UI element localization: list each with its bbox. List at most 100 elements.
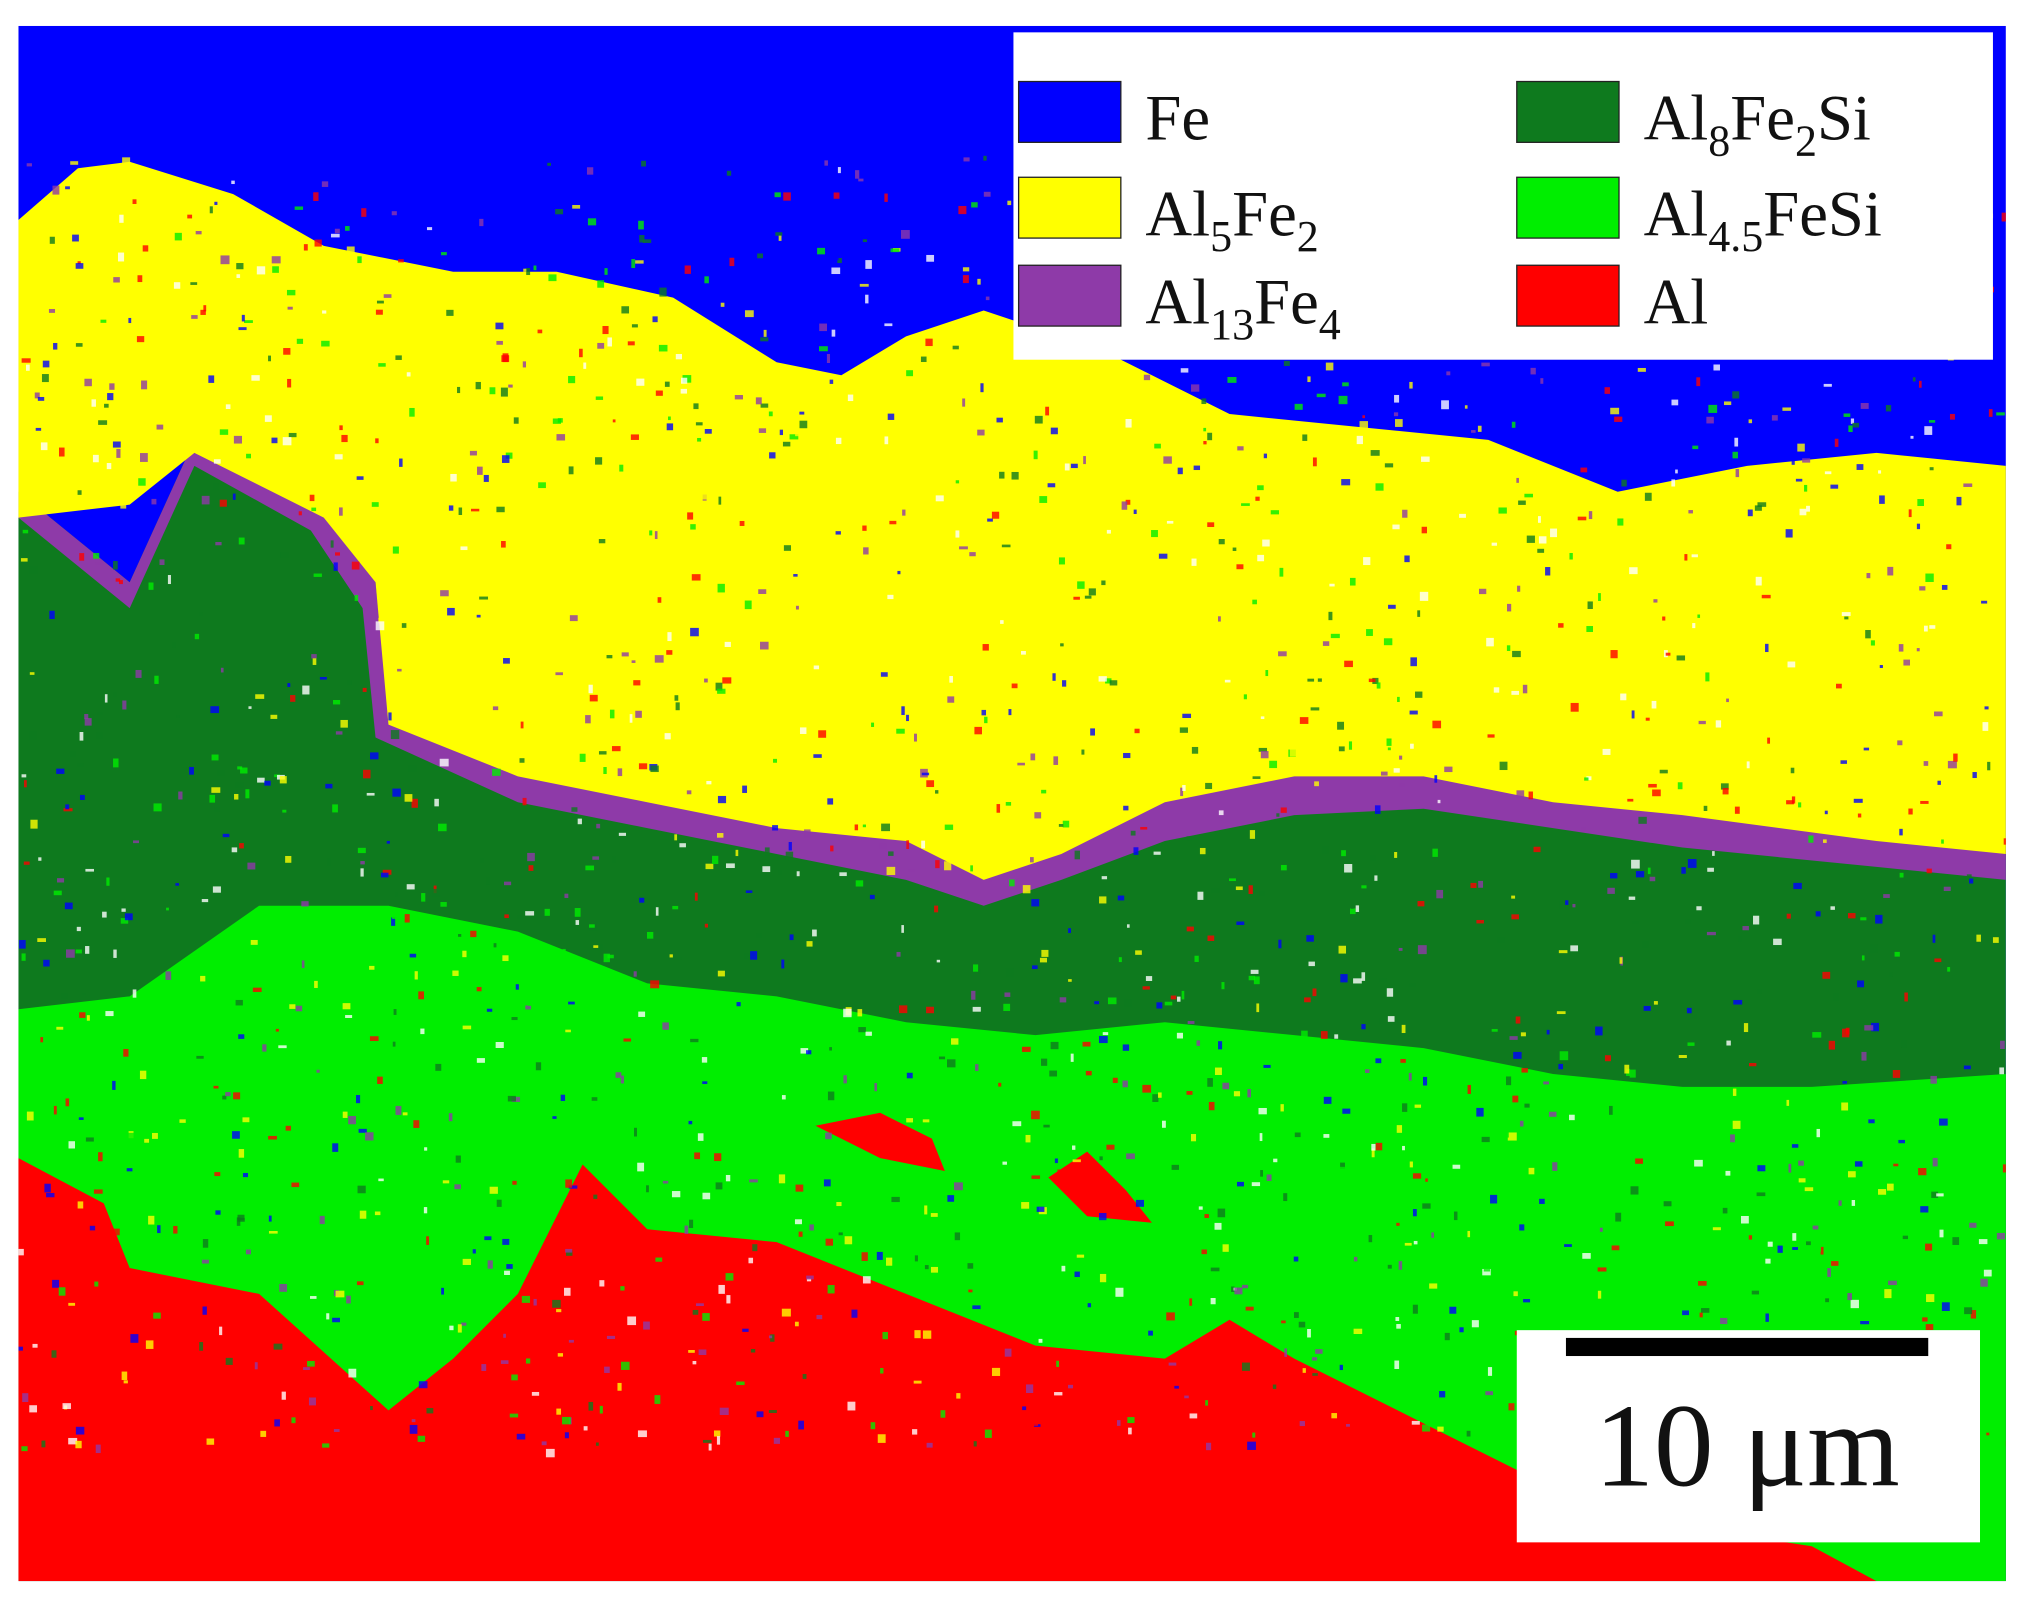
- speckle-dot: [552, 418, 561, 424]
- speckle-dot: [58, 447, 65, 457]
- speckle-dot: [839, 872, 847, 877]
- al-region: [18, 1158, 1877, 1582]
- speckle-dot: [1256, 1003, 1260, 1013]
- speckle-dot: [1252, 599, 1257, 605]
- speckle-dot: [1546, 1029, 1550, 1035]
- speckle-dot: [1278, 651, 1287, 657]
- speckle-dot: [1871, 1179, 1878, 1185]
- speckle-dot: [1934, 958, 1942, 963]
- speckle-dot: [1061, 1265, 1066, 1272]
- speckle-dot: [303, 1367, 310, 1371]
- speckle-dot: [583, 362, 587, 369]
- speckle-dot: [1793, 882, 1802, 890]
- speckle-dot: [1211, 888, 1221, 894]
- speckle-dot: [455, 1155, 461, 1163]
- speckle-dot: [944, 861, 952, 871]
- speckle-dot: [956, 1393, 961, 1399]
- speckle-dot: [1378, 978, 1387, 983]
- speckle-dot: [104, 1280, 110, 1289]
- speckle-dot: [930, 1266, 939, 1273]
- speckle-dot: [496, 1199, 502, 1207]
- speckle-dot: [587, 218, 597, 226]
- speckle-dot: [94, 1281, 99, 1287]
- speckle-dot: [782, 441, 791, 447]
- speckle-dot: [1180, 368, 1189, 373]
- speckle-dot: [1598, 593, 1601, 601]
- speckle-dot: [981, 221, 990, 226]
- speckle-dot: [272, 266, 279, 273]
- speckle-dot: [354, 594, 359, 601]
- speckle-dot: [1884, 1289, 1892, 1299]
- speckle-dot: [409, 1424, 418, 1434]
- speckle-dot: [695, 422, 703, 426]
- speckle-dot: [1041, 789, 1047, 794]
- speckle-dot: [1869, 944, 1878, 953]
- speckle-dot: [823, 1302, 830, 1308]
- speckle-dot: [102, 911, 107, 918]
- speckle-dot: [1281, 1320, 1286, 1324]
- speckle-dot: [1651, 700, 1657, 709]
- speckle-dot: [1054, 1158, 1058, 1164]
- speckle-dot: [565, 1179, 573, 1188]
- speckle-dot: [1969, 878, 1974, 884]
- speckle-dot: [1834, 438, 1839, 447]
- speckle-dot: [1744, 389, 1751, 397]
- speckle-dot: [1413, 1240, 1418, 1245]
- speckle-dot: [1234, 1143, 1243, 1147]
- speckle-dot: [1708, 404, 1718, 413]
- speckle-dot: [1210, 1298, 1216, 1305]
- speckle-dot: [106, 463, 112, 470]
- speckle-dot: [503, 1333, 506, 1338]
- speckle-dot: [200, 975, 206, 982]
- speckle-dot: [742, 1328, 749, 1332]
- speckle-dot: [792, 171, 798, 177]
- speckle-dot: [798, 1420, 804, 1430]
- speckle-dot: [1312, 457, 1317, 467]
- speckle-dot: [1050, 1041, 1059, 1050]
- speckle-dot: [483, 191, 488, 199]
- speckle-dot: [972, 1305, 981, 1310]
- speckle-dot: [572, 204, 581, 209]
- speckle-dot: [940, 1410, 946, 1418]
- speckle-dot: [1865, 630, 1871, 639]
- speckle-dot: [643, 1321, 650, 1330]
- speckle-dot: [454, 1184, 461, 1190]
- speckle-dot: [1688, 510, 1693, 514]
- speckle-dot: [138, 478, 146, 486]
- speckle-dot: [1898, 1139, 1905, 1144]
- speckle-dot: [1193, 465, 1201, 471]
- speckle-dot: [513, 417, 519, 424]
- speckle-dot: [768, 1409, 777, 1413]
- speckle-dot: [1635, 871, 1645, 878]
- speckle-dot: [1617, 518, 1624, 526]
- speckle-dot: [1928, 420, 1936, 423]
- speckle-dot: [115, 578, 121, 582]
- speckle-dot: [321, 181, 329, 187]
- speckle-dot: [664, 733, 671, 740]
- speckle-dot: [621, 652, 629, 657]
- speckle-dot: [484, 1236, 492, 1241]
- speckle-dot: [1258, 747, 1268, 752]
- al5fe2-region: [18, 161, 2006, 880]
- speckle-dot: [298, 511, 302, 516]
- speckle-dot: [1088, 588, 1096, 596]
- speckle-dot: [697, 1133, 704, 1141]
- speckle-dot: [877, 1434, 886, 1443]
- speckle-dot: [128, 317, 132, 324]
- speckle-dot: [215, 542, 222, 546]
- speckle-dot: [426, 1408, 434, 1414]
- speckle-dot: [1854, 1161, 1863, 1167]
- speckle-dot: [1116, 1420, 1121, 1426]
- speckle-dot: [667, 416, 671, 421]
- speckle-dot: [321, 340, 330, 347]
- speckle-dot: [903, 591, 911, 599]
- speckle-dot: [1595, 1026, 1603, 1036]
- speckle-dot: [1043, 1124, 1050, 1128]
- speckle-dot: [1360, 1215, 1369, 1219]
- speckle-dot: [141, 380, 148, 390]
- speckle-dot: [1170, 995, 1177, 1000]
- speckle-dot: [1353, 1328, 1363, 1334]
- speckle-dot: [1449, 1158, 1458, 1163]
- speckle-dot: [1324, 1439, 1329, 1448]
